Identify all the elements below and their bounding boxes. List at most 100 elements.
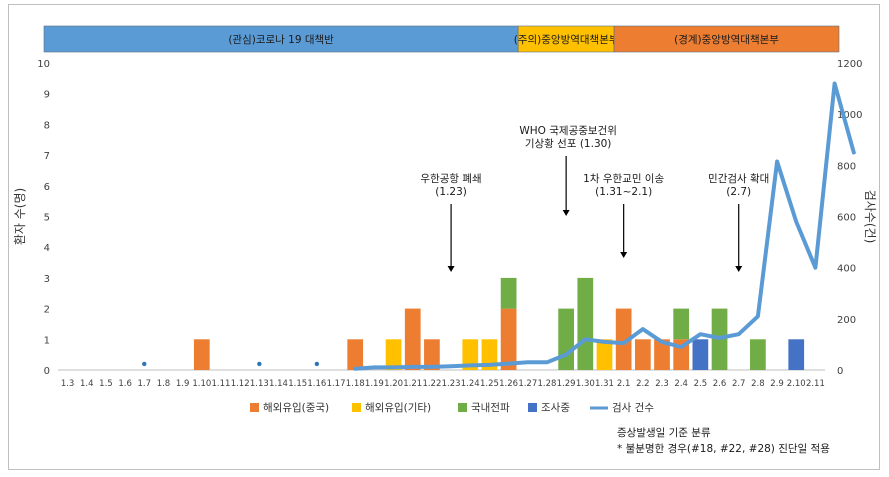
annotation-label: (1.23) (435, 186, 467, 198)
y-tick-label: 2 (44, 305, 50, 316)
y2-axis-title: 검사수(건) (863, 190, 877, 244)
y-tick-label: 5 (44, 213, 50, 224)
x-tick-label: 1.13 (250, 379, 269, 389)
x-tick-label: 1.15 (288, 379, 307, 389)
bar-segment (615, 308, 632, 370)
bar-segment (558, 308, 574, 370)
annotation-arrow-head (735, 266, 743, 272)
x-tick-label: 1.24 (461, 379, 480, 389)
bar-segment (404, 308, 421, 370)
scatter-point (142, 361, 147, 367)
y-tick-label: 1 (44, 335, 50, 346)
legend-swatch (250, 403, 259, 412)
y-axis-title: 환자 수(명) (13, 188, 27, 245)
y2-tick-label: 600 (837, 213, 856, 224)
bar-segment (596, 339, 613, 370)
x-tick-label: 1.7 (138, 379, 152, 389)
y-tick-label: 9 (44, 90, 50, 101)
bar-segment (692, 339, 709, 370)
y2-tick-label: 800 (837, 161, 856, 172)
legend-swatch (458, 403, 467, 412)
y-tick-label: 10 (37, 59, 50, 70)
bar-segment (654, 339, 670, 370)
x-tick-label: 2.2 (636, 379, 650, 389)
x-tick-label: 1.14 (269, 379, 288, 389)
x-tick-label: 1.6 (118, 379, 132, 389)
legend-label: 검사 건수 (612, 402, 654, 414)
annotation-label: WHO 국제공중보건위 (519, 124, 617, 137)
bar-segment (385, 339, 402, 370)
x-tick-label: 1.10 (192, 379, 211, 389)
x-tick-label: 2.11 (806, 379, 825, 389)
test-count-line (353, 81, 856, 371)
annotation-arrow-head (447, 266, 455, 272)
x-tick-label: 2.7 (732, 379, 746, 389)
y2-tick-label: 0 (837, 366, 843, 377)
y-tick-label: 7 (44, 151, 50, 162)
annotation-arrow-head (562, 210, 570, 216)
footnote: 증상발생일 기준 분류 (617, 426, 711, 439)
x-tick-label: 1.12 (231, 379, 250, 389)
x-tick-label: 2.9 (770, 379, 784, 389)
x-tick-label: 1.30 (576, 379, 595, 389)
x-tick-label: 1.28 (537, 379, 556, 389)
bar-segment (750, 339, 766, 370)
x-tick-label: 1.29 (557, 379, 576, 389)
chart-frame (8, 4, 880, 470)
x-tick-label: 2.10 (787, 379, 806, 389)
y2-tick-label: 1000 (837, 110, 862, 121)
x-tick-label: 1.16 (307, 379, 326, 389)
phase-band (43, 25, 519, 53)
phase-band-label: (관심)코로나 19 대책반 (228, 34, 334, 46)
y2-tick-label: 400 (837, 264, 856, 275)
y-tick-label: 8 (44, 120, 50, 131)
phase-band (613, 25, 840, 53)
x-tick-label: 1.23 (442, 379, 461, 389)
x-tick-label: 1.20 (384, 379, 403, 389)
bar-segment (500, 308, 517, 370)
annotation-label: 민간검사 확대 (708, 172, 769, 185)
x-tick-label: 1.9 (176, 379, 190, 389)
bar-segment (577, 277, 594, 370)
x-tick-label: 1.17 (327, 379, 346, 389)
legend-swatch (352, 403, 361, 412)
x-tick-label: 2.6 (713, 379, 727, 389)
x-tick-label: 1.11 (212, 379, 231, 389)
legend-label: 해외유입(기타) (365, 401, 431, 414)
x-tick-label: 1.18 (346, 379, 365, 389)
annotation-label: 기상황 선포 (1.30) (525, 138, 612, 150)
x-tick-label: 2.8 (751, 379, 765, 389)
phase-band (517, 25, 615, 53)
footnote: * 불분명한 경우(#18, #22, #28) 진단일 적용 (617, 442, 830, 455)
annotation-label: 1차 우한교민 이송 (583, 173, 664, 185)
legend-label: 해외유입(중국) (263, 401, 329, 414)
x-tick-label: 1.5 (99, 379, 113, 389)
y-tick-label: 4 (44, 243, 50, 254)
annotation-label: (2.7) (726, 186, 751, 198)
legend-label: 국내전파 (471, 402, 510, 414)
scatter-point (314, 361, 320, 367)
x-tick-label: 1.4 (80, 379, 94, 389)
legend-swatch (528, 403, 537, 412)
bar-segment (500, 277, 517, 309)
bar-segment (462, 339, 479, 370)
bar-segment (193, 339, 210, 370)
y-tick-label: 0 (44, 366, 50, 377)
bar-segment (634, 339, 651, 370)
scatter-point (257, 361, 262, 367)
x-tick-label: 2.3 (655, 379, 669, 389)
x-tick-label: 1.19 (365, 379, 384, 389)
y2-tick-label: 1200 (837, 59, 862, 70)
bar-segment (347, 339, 364, 370)
phase-band-label: (주의)중앙방역대책본부 (514, 34, 619, 46)
x-tick-label: 2.1 (617, 379, 631, 389)
x-tick-label: 1.8 (157, 379, 171, 389)
y-tick-label: 3 (44, 274, 50, 285)
x-tick-label: 1.21 (403, 379, 422, 389)
x-tick-label: 1.25 (480, 379, 499, 389)
annotation-label: 우한공항 폐쇄 (420, 173, 481, 185)
legend-label: 조사중 (541, 402, 570, 414)
bar-segment (673, 308, 690, 340)
y2-tick-label: 200 (837, 315, 856, 326)
